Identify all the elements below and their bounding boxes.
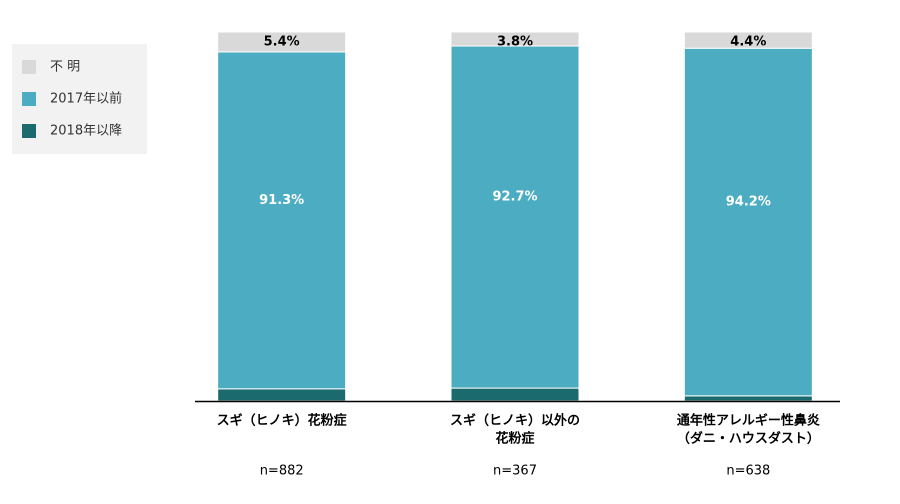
bar-segment xyxy=(217,51,347,390)
legend-label: 2017年以前 xyxy=(50,91,122,107)
bar-segment xyxy=(450,31,580,47)
x-tick-label: 通年性アレルギー性鼻炎 xyxy=(677,413,820,429)
sample-size: n=638 xyxy=(726,464,770,479)
x-tick-label: 花粉症 xyxy=(495,431,534,447)
sample-size: n=882 xyxy=(260,464,304,479)
value-label: 4.4% xyxy=(730,35,766,50)
x-tick-label: スギ（ヒノキ）花粉症 xyxy=(217,413,347,429)
bar-segment xyxy=(217,31,347,53)
bar-segment xyxy=(683,395,813,402)
value-label: 92.7% xyxy=(492,190,537,205)
bar-segment xyxy=(217,388,347,402)
bar-segment xyxy=(450,387,580,402)
bar-segment xyxy=(450,45,580,389)
bar-segment xyxy=(683,47,813,397)
legend-swatch xyxy=(22,92,36,106)
legend-swatch xyxy=(22,124,36,138)
legend-swatch xyxy=(22,60,36,74)
legend-label: 2018年以降 xyxy=(50,124,122,139)
x-tick-label: スギ（ヒノキ）以外の xyxy=(450,413,580,429)
sample-size: n=367 xyxy=(493,464,537,479)
legend-label: 不 明 xyxy=(50,60,80,75)
value-label: 94.2% xyxy=(726,195,771,210)
value-label: 91.3% xyxy=(259,193,304,208)
bar-segment xyxy=(683,31,813,49)
x-tick-label: （ダニ・ハウスダスト） xyxy=(677,431,820,447)
value-label: 5.4% xyxy=(264,35,300,50)
value-label: 3.8% xyxy=(497,35,533,50)
